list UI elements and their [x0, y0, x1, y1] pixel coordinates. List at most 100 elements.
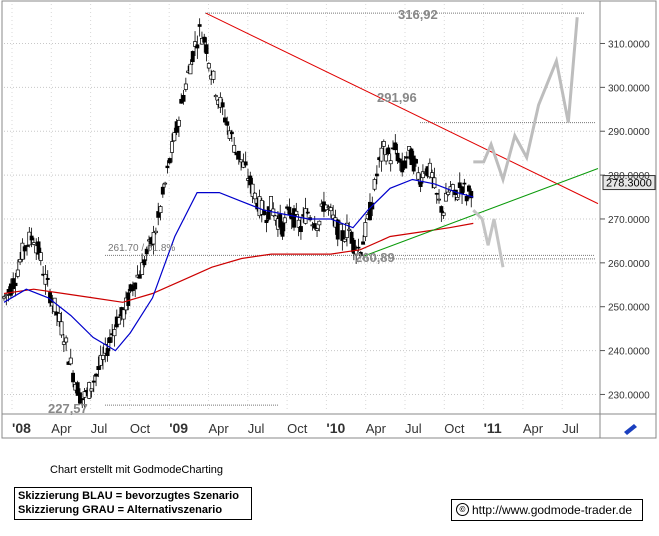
- candle-body: [335, 219, 340, 240]
- annotations-layer: 316,92 291,96 260,89 227,57 261.70 / 61.8% 27…: [48, 7, 656, 416]
- candle-body: [61, 341, 66, 345]
- candle-body: [80, 398, 85, 401]
- source-url[interactable]: http://www.godmode-trader.de: [472, 503, 633, 517]
- candle-body: [243, 161, 248, 166]
- candle-body: [280, 222, 285, 237]
- candle-body: [430, 172, 435, 178]
- candle-body: [416, 172, 421, 180]
- candle-body: [434, 192, 439, 195]
- candle-body: [469, 190, 474, 199]
- candle-body: [52, 297, 57, 313]
- candle-body: [8, 283, 13, 296]
- corner-button[interactable]: [599, 413, 657, 439]
- candle-body: [236, 150, 241, 160]
- candle-body: [402, 160, 407, 169]
- moving-average-long: [3, 222, 474, 303]
- candle-body: [174, 121, 179, 133]
- x-tick-label: Apr: [366, 421, 387, 436]
- candle-body: [460, 186, 464, 195]
- candle-body: [68, 357, 73, 365]
- candle-body: [13, 282, 18, 287]
- candle-body: [407, 146, 412, 151]
- moving-average-short: [3, 178, 474, 352]
- candle-body: [101, 355, 105, 360]
- source-link[interactable]: © http://www.godmode-trader.de: [451, 499, 643, 521]
- candle-body: [126, 292, 131, 306]
- candle-body: [432, 177, 437, 189]
- y-tick-label: 230.0000: [608, 390, 650, 401]
- candle-body: [455, 197, 460, 201]
- candle-body: [36, 241, 41, 255]
- candle-body: [349, 231, 354, 244]
- candle-body: [315, 228, 319, 231]
- candle-body: [133, 282, 138, 290]
- x-tick-label: '10: [326, 420, 345, 436]
- label-mid-high: 291,96: [377, 90, 417, 105]
- candle-body: [89, 388, 94, 392]
- candle-body: [232, 144, 237, 153]
- y-tick-label: 290.0000: [608, 127, 650, 138]
- candle-body: [160, 186, 165, 195]
- plot-frame: [1, 0, 601, 415]
- candle-body: [439, 206, 444, 213]
- candle-body: [197, 24, 202, 27]
- candle-body: [266, 206, 271, 220]
- candle-body: [388, 160, 393, 165]
- last-price-label: 278.3000: [606, 178, 652, 190]
- copyright-icon: ©: [456, 503, 469, 516]
- candle-body: [121, 309, 126, 320]
- scenario-alternative-path: [472, 209, 505, 268]
- candle-body: [213, 95, 218, 98]
- x-axis: '08 Apr Jul Oct '09 Apr Jul Oct '10 Apr Jul Oct '11 A…: [12, 420, 579, 436]
- candle-body: [287, 206, 292, 216]
- candle-body: [464, 196, 469, 202]
- x-tick-label: Oct: [444, 421, 465, 436]
- candle-body: [105, 348, 110, 357]
- candle-body: [269, 196, 273, 211]
- candle-body: [374, 173, 379, 177]
- x-tick-label: Jul: [562, 421, 579, 436]
- x-tick-label: Jul: [405, 421, 422, 436]
- candle-body: [273, 215, 278, 221]
- candle-body: [395, 152, 400, 162]
- x-tick-label: Apr: [523, 421, 544, 436]
- x-tick-label: '09: [169, 420, 188, 436]
- candle-body: [181, 94, 186, 102]
- uptrend-line: [363, 168, 599, 257]
- candles-layer: [2, 18, 474, 409]
- candle-body: [361, 241, 366, 245]
- candle-body: [183, 83, 188, 90]
- candle-body: [190, 51, 195, 63]
- candle-body: [64, 337, 69, 343]
- legend-box: Skizzierung BLAU = bevorzugtes Szenario …: [14, 487, 252, 520]
- candle-body: [172, 132, 177, 142]
- candle-body: [248, 175, 253, 186]
- candle-body: [91, 380, 96, 383]
- candle-body: [441, 212, 446, 216]
- candle-body: [450, 184, 455, 191]
- candle-body: [176, 119, 181, 127]
- candle-body: [252, 192, 257, 200]
- candle-body: [278, 214, 283, 228]
- candle-body: [292, 208, 296, 228]
- y-tick-label: 240.0000: [608, 347, 650, 358]
- candle-body: [418, 181, 423, 187]
- y-tick-label: 260.0000: [608, 259, 650, 270]
- candle-body: [94, 373, 99, 377]
- candle-body: [259, 200, 264, 215]
- candle-body: [342, 238, 347, 242]
- candle-body: [347, 228, 352, 231]
- candle-body: [296, 219, 301, 228]
- candle-body: [151, 232, 156, 245]
- candle-body: [163, 182, 168, 185]
- candle-body: [140, 262, 145, 275]
- candle-body: [156, 211, 161, 218]
- candle-body: [225, 121, 230, 126]
- candle-body: [71, 372, 76, 383]
- candle-body: [381, 141, 386, 147]
- x-tick-label: Apr: [51, 421, 72, 436]
- candle-body: [204, 44, 209, 54]
- candle-body: [414, 159, 418, 164]
- x-tick-label: Oct: [287, 421, 308, 436]
